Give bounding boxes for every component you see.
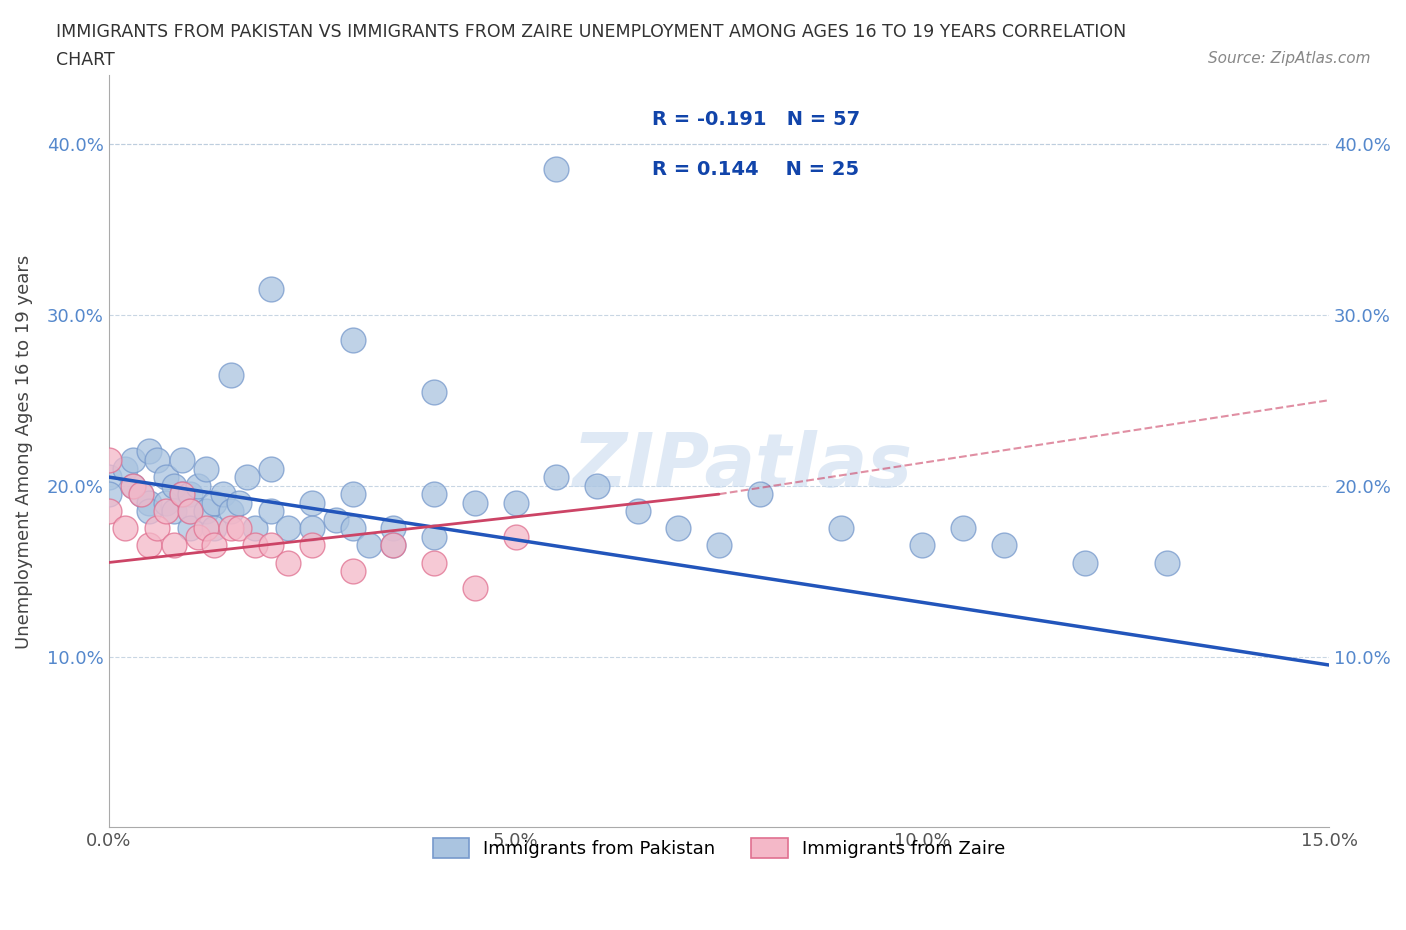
Point: [129, 486, 152, 501]
Point: [993, 538, 1015, 552]
Point: [952, 521, 974, 536]
Point: [138, 538, 160, 552]
Point: [122, 478, 145, 493]
Point: [342, 521, 364, 536]
Point: [97, 453, 120, 468]
Point: [187, 478, 209, 493]
Point: [179, 521, 201, 536]
Point: [163, 504, 186, 519]
Point: [301, 496, 323, 511]
Point: [423, 555, 446, 570]
Point: [211, 486, 233, 501]
Point: [464, 580, 486, 595]
Point: [707, 538, 730, 552]
Point: [423, 384, 446, 399]
Point: [202, 538, 225, 552]
Point: [146, 521, 169, 536]
Point: [260, 504, 283, 519]
Point: [546, 162, 568, 177]
Point: [179, 504, 201, 519]
Point: [97, 486, 120, 501]
Point: [179, 504, 201, 519]
Point: [243, 521, 266, 536]
Y-axis label: Unemployment Among Ages 16 to 19 years: Unemployment Among Ages 16 to 19 years: [15, 254, 32, 648]
Point: [830, 521, 852, 536]
Point: [626, 504, 648, 519]
Point: [505, 529, 527, 544]
Point: [382, 538, 405, 552]
Point: [748, 486, 770, 501]
Point: [342, 333, 364, 348]
Point: [122, 453, 145, 468]
Point: [243, 538, 266, 552]
Point: [325, 512, 347, 527]
Point: [138, 444, 160, 458]
Point: [170, 453, 193, 468]
Point: [97, 504, 120, 519]
Point: [464, 496, 486, 511]
Point: [423, 529, 446, 544]
Point: [155, 470, 177, 485]
Point: [228, 521, 250, 536]
Point: [260, 282, 283, 297]
Point: [219, 521, 242, 536]
Point: [163, 478, 186, 493]
Legend: Immigrants from Pakistan, Immigrants from Zaire: Immigrants from Pakistan, Immigrants fro…: [420, 825, 1018, 871]
Text: R = -0.191   N = 57: R = -0.191 N = 57: [652, 110, 860, 128]
Point: [260, 461, 283, 476]
Point: [505, 496, 527, 511]
Point: [219, 504, 242, 519]
Point: [138, 496, 160, 511]
Text: IMMIGRANTS FROM PAKISTAN VS IMMIGRANTS FROM ZAIRE UNEMPLOYMENT AMONG AGES 16 TO : IMMIGRANTS FROM PAKISTAN VS IMMIGRANTS F…: [56, 23, 1126, 41]
Point: [202, 496, 225, 511]
Point: [195, 461, 218, 476]
Text: CHART: CHART: [56, 51, 115, 69]
Point: [122, 478, 145, 493]
Point: [342, 564, 364, 578]
Point: [228, 496, 250, 511]
Point: [423, 486, 446, 501]
Point: [301, 538, 323, 552]
Point: [277, 555, 299, 570]
Text: ZIPatlas: ZIPatlas: [574, 430, 914, 503]
Point: [260, 538, 283, 552]
Point: [301, 521, 323, 536]
Point: [911, 538, 934, 552]
Point: [382, 521, 405, 536]
Text: Source: ZipAtlas.com: Source: ZipAtlas.com: [1208, 51, 1371, 66]
Point: [666, 521, 689, 536]
Point: [236, 470, 259, 485]
Point: [179, 486, 201, 501]
Point: [146, 453, 169, 468]
Point: [170, 486, 193, 501]
Point: [170, 486, 193, 501]
Point: [342, 486, 364, 501]
Point: [155, 496, 177, 511]
Point: [1074, 555, 1097, 570]
Point: [202, 521, 225, 536]
Point: [187, 529, 209, 544]
Text: R = 0.144    N = 25: R = 0.144 N = 25: [652, 160, 859, 179]
Point: [129, 486, 152, 501]
Point: [357, 538, 380, 552]
Point: [277, 521, 299, 536]
Point: [138, 504, 160, 519]
Point: [155, 504, 177, 519]
Point: [586, 478, 609, 493]
Point: [1156, 555, 1178, 570]
Point: [219, 367, 242, 382]
Point: [195, 504, 218, 519]
Point: [114, 521, 136, 536]
Point: [114, 461, 136, 476]
Point: [195, 521, 218, 536]
Point: [163, 538, 186, 552]
Point: [97, 470, 120, 485]
Point: [382, 538, 405, 552]
Point: [546, 470, 568, 485]
